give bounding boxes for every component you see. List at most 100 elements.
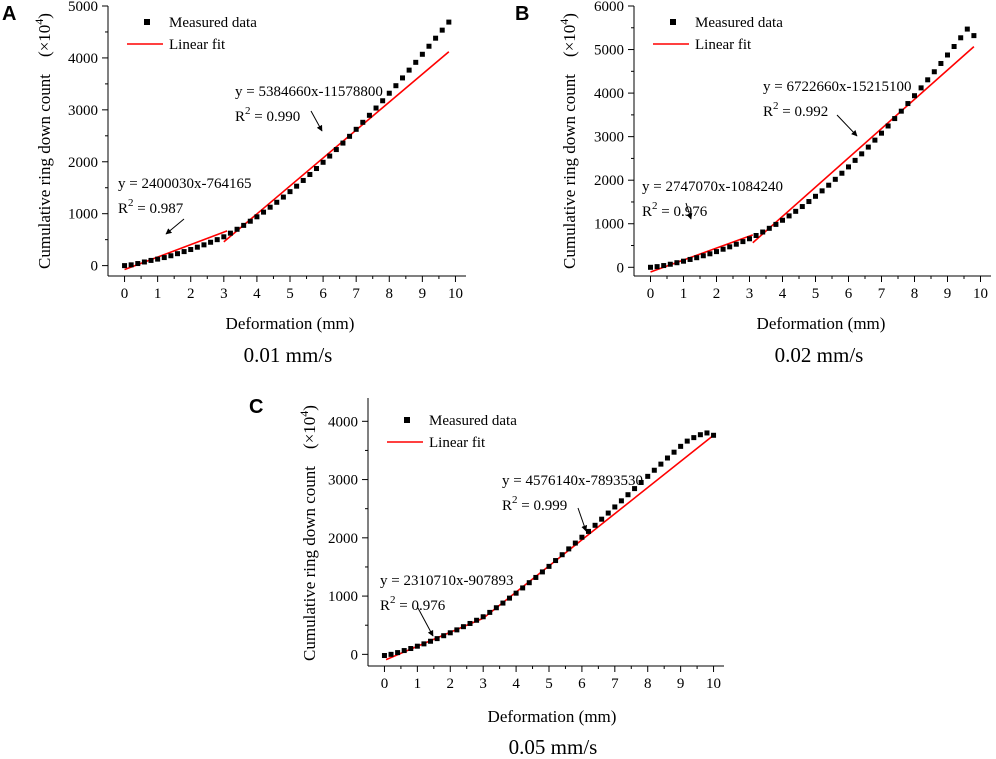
x-tick-label: 1 — [414, 676, 422, 692]
measured-point — [579, 534, 585, 540]
y-axis-title-close: ) — [35, 13, 54, 19]
y-axis-title-text: Cumulative ring down count (×10 — [35, 25, 54, 269]
panel-a: 0 1 2 3 4 5 6 7 8 9 10 0 1000 2000 3000 4000 5000 Measure… — [2, 0, 466, 367]
x-tick-label: 8 — [911, 286, 919, 302]
measured-point — [400, 75, 406, 81]
measured-point — [366, 112, 372, 118]
measured-point — [168, 253, 174, 259]
measured-point — [507, 595, 513, 601]
x-axis-title: Deformation (mm) — [488, 707, 617, 726]
measured-point — [892, 116, 898, 122]
measured-point — [553, 558, 559, 564]
y-axis-title: Cumulative ring down count (×104) — [297, 405, 319, 661]
measured-point — [740, 239, 746, 245]
measured-point — [585, 528, 591, 534]
measured-point — [128, 262, 134, 268]
measured-point — [951, 44, 957, 49]
measured-point — [353, 126, 359, 132]
measured-point — [925, 77, 931, 83]
measured-point — [428, 638, 434, 644]
measured-point — [727, 244, 733, 250]
measured-point — [406, 67, 412, 73]
measured-point — [912, 93, 917, 99]
measured-point — [533, 574, 539, 580]
fit-r2-label: R2 = 0.992 — [763, 100, 828, 120]
panel-label: C — [249, 396, 263, 418]
measured-point — [441, 633, 447, 639]
y-tick-label: 5000 — [68, 0, 98, 15]
measured-point — [661, 263, 667, 269]
measured-point — [938, 60, 944, 66]
measured-point — [945, 52, 950, 58]
y-tick-label: 1000 — [68, 207, 98, 223]
y-tick-label: 6000 — [594, 0, 624, 15]
y-tick-label: 2000 — [328, 531, 358, 547]
y-tick-label: 1000 — [594, 217, 624, 233]
linear-fit-line — [223, 51, 450, 243]
fit-equation-label: y = 2310710x-907893 — [380, 573, 513, 589]
measured-point — [388, 651, 394, 657]
measured-point — [671, 449, 677, 455]
measured-point — [664, 455, 670, 461]
measured-point — [832, 176, 838, 182]
measured-point — [500, 600, 506, 606]
measured-point — [766, 225, 772, 231]
measured-point — [280, 194, 286, 200]
measured-point — [439, 27, 445, 33]
x-tick-label: 5 — [545, 676, 553, 692]
x-tick-label: 1 — [680, 286, 688, 302]
y-tick-label: 1000 — [328, 589, 358, 605]
r2-superscript: 2 — [390, 594, 396, 606]
r2-superscript: 2 — [773, 100, 779, 112]
legend-fit-label: Linear fit — [169, 37, 226, 53]
y-tick-label: 0 — [351, 647, 359, 663]
x-tick-label: 7 — [352, 286, 360, 302]
legend-measured-marker — [144, 19, 150, 25]
x-tick-label: 6 — [578, 676, 586, 692]
measured-point — [454, 627, 460, 633]
measured-point — [799, 204, 805, 210]
x-tick-label: 2 — [713, 286, 721, 302]
y-axis-title-exponent: 4 — [32, 19, 46, 25]
y-axis-title: Cumulative ring down count (×104) — [557, 13, 579, 269]
x-tick-label: 0 — [121, 286, 129, 302]
measured-point — [426, 43, 432, 49]
measured-point — [408, 646, 414, 652]
linear-fit-line — [124, 230, 228, 271]
x-tick-label: 3 — [220, 286, 228, 302]
legend-measured-label: Measured data — [169, 15, 257, 31]
measured-point — [918, 85, 924, 91]
fit-r2-label: R2 = 0.990 — [235, 105, 300, 125]
measured-point — [287, 189, 293, 195]
measured-point — [467, 620, 473, 626]
legend-measured-marker — [404, 417, 410, 423]
measured-point — [885, 123, 891, 129]
measured-point — [819, 188, 825, 194]
panel-label: B — [515, 3, 529, 25]
r2-superscript: 2 — [652, 200, 658, 212]
measured-point — [381, 653, 387, 659]
y-tick-label: 0 — [617, 260, 625, 276]
linear-fit-line — [752, 46, 975, 244]
fit-equation-label: y = 2747070x-1084240 — [642, 179, 783, 195]
measured-point — [474, 617, 480, 623]
measured-point — [964, 26, 970, 32]
measured-point — [313, 166, 319, 172]
measured-point — [760, 229, 766, 235]
panel-b: 0 1 2 3 4 5 6 7 8 9 10 0 1000 2000 3000 4000 5000 6000 Mea… — [515, 0, 991, 367]
y-tick-label: 4000 — [68, 51, 98, 67]
measured-point — [267, 204, 273, 210]
r2-symbol: R — [763, 104, 773, 120]
panel-caption: 0.01 mm/s — [244, 343, 333, 367]
annotation-arrow — [577, 507, 588, 532]
measured-point — [898, 108, 904, 114]
x-tick-label: 0 — [647, 286, 655, 302]
measured-point — [852, 157, 858, 163]
r2-superscript: 2 — [512, 494, 518, 506]
measured-point — [691, 435, 697, 441]
measured-point — [395, 650, 401, 656]
x-tick-label: 4 — [779, 286, 787, 302]
measured-point — [681, 258, 686, 264]
measured-point — [684, 438, 690, 444]
